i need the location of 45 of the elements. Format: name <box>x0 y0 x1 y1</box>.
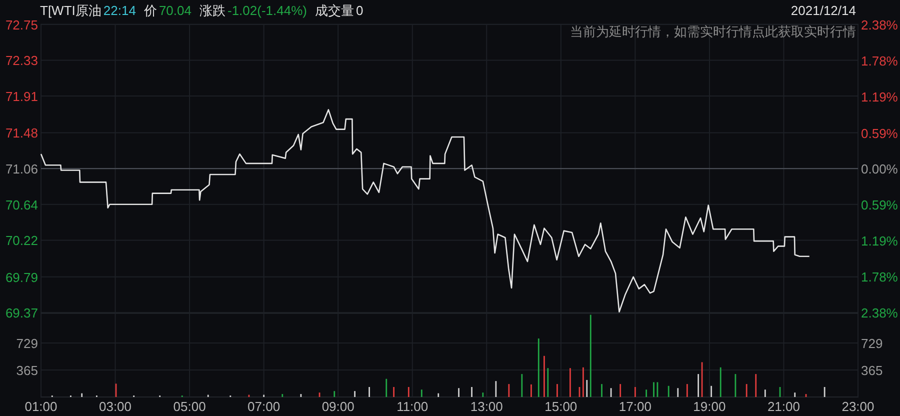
text: 价 <box>142 3 157 18</box>
x-tick-label: 21:00 <box>767 399 800 414</box>
y-tick-label: 72.75 <box>5 17 38 32</box>
y-tick-label: 69.37 <box>5 306 38 321</box>
y-tick-label: 70.64 <box>5 197 38 212</box>
y2-tick-label: 2.38% <box>861 17 898 32</box>
y-tick-label: 71.06 <box>5 162 38 177</box>
x-tick-label: 23:00 <box>842 399 874 414</box>
y-tick-label: 69.79 <box>5 270 38 285</box>
y2-tick-label: 0.00% <box>861 162 898 177</box>
text: 0 <box>356 3 364 18</box>
y2-tick-label: 1.19% <box>861 89 898 104</box>
annotation: 当前为延时行情，如需实时行情点此获取实时行情 <box>570 24 856 39</box>
x-tick-label: 19:00 <box>693 399 726 414</box>
y-tick-label: 365 <box>16 362 38 378</box>
y-tick-label: 71.91 <box>5 89 38 104</box>
text: 22:14 <box>103 3 136 18</box>
y-tick-label: 71.48 <box>5 126 38 141</box>
text: 2021/12/14 <box>790 3 856 18</box>
chart-title: T[WTI原油 <box>40 3 102 18</box>
y2-tick-label: 1.19% <box>861 234 898 249</box>
x-tick-label: 11:00 <box>396 399 428 414</box>
y2-tick-label: 0.59% <box>861 197 898 212</box>
y-tick-label: 70.22 <box>5 233 38 248</box>
y2-tick-label: 365 <box>861 362 883 378</box>
x-tick-label: 01:00 <box>24 399 58 414</box>
y2-tick-label: 0.59% <box>861 126 898 141</box>
line-series <box>40 109 810 312</box>
x-tick-label: 05:00 <box>173 399 206 414</box>
y2-tick-label: 1.78% <box>861 54 898 69</box>
x-tick-label: 03:00 <box>99 399 132 414</box>
y-tick-label: 72.33 <box>5 53 38 68</box>
text: 成交量 <box>314 3 354 18</box>
text: -1.02(-1.44%) <box>227 3 307 18</box>
x-tick-label: 07:00 <box>248 399 280 414</box>
x-tick-label: 13:00 <box>470 399 503 414</box>
x-tick-label: 17:00 <box>618 399 652 414</box>
x-tick-label: 15:00 <box>544 399 578 414</box>
text: 70.04 <box>158 3 192 18</box>
text: 涨跌 <box>199 3 226 18</box>
y-tick-label: 729 <box>16 336 38 351</box>
x-tick-label: 09:00 <box>322 399 354 414</box>
y2-tick-label: 2.38% <box>861 306 898 321</box>
y2-tick-label: 1.78% <box>861 269 898 284</box>
y2-tick-label: 729 <box>861 336 883 351</box>
